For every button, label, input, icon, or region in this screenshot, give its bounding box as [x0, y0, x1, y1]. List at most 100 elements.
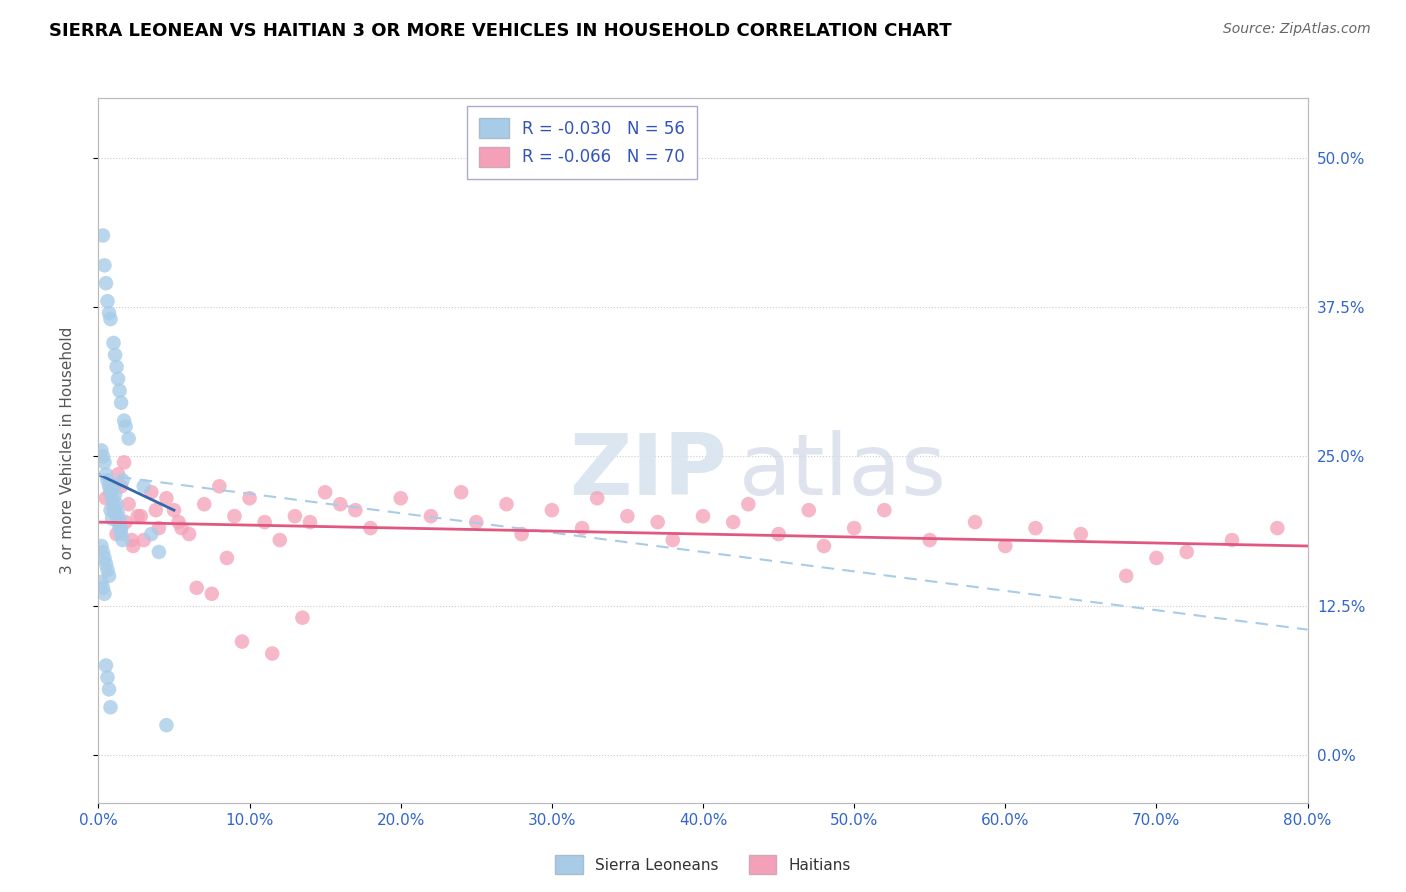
Point — [239, 491, 262, 506]
Point — [105, 527, 128, 541]
Point — [495, 497, 517, 511]
Point — [661, 533, 683, 547]
Point — [100, 312, 122, 326]
Point — [284, 509, 307, 524]
Point — [141, 527, 163, 541]
Point — [616, 509, 638, 524]
Point — [101, 491, 124, 506]
Point — [108, 521, 131, 535]
Point — [1115, 569, 1137, 583]
Point — [96, 670, 118, 684]
Point — [103, 335, 125, 350]
Point — [96, 294, 118, 309]
Point — [91, 228, 114, 243]
Point — [420, 509, 443, 524]
Point — [100, 503, 122, 517]
Point — [110, 479, 132, 493]
Point — [112, 455, 135, 469]
Point — [111, 533, 134, 547]
Point — [231, 634, 253, 648]
Point — [314, 485, 336, 500]
Point — [586, 491, 609, 506]
Point — [94, 467, 117, 482]
Point — [91, 450, 114, 464]
Point — [107, 515, 129, 529]
Point — [201, 587, 224, 601]
Point — [110, 395, 132, 409]
Point — [1175, 545, 1198, 559]
Point — [90, 574, 112, 589]
Point — [118, 497, 141, 511]
Point — [104, 503, 127, 517]
Point — [1024, 521, 1046, 535]
Point — [112, 414, 135, 428]
Legend: R = -0.030   N = 56, R = -0.066   N = 70: R = -0.030 N = 56, R = -0.066 N = 70 — [467, 106, 697, 178]
Point — [737, 497, 759, 511]
Point — [91, 581, 114, 595]
Point — [450, 485, 472, 500]
Point — [98, 479, 121, 493]
Point — [186, 581, 208, 595]
Point — [93, 455, 115, 469]
Point — [1146, 551, 1168, 566]
Point — [103, 497, 125, 511]
Point — [114, 419, 136, 434]
Point — [94, 491, 117, 506]
Point — [540, 503, 562, 517]
Point — [132, 479, 155, 493]
Point — [797, 503, 820, 517]
Point — [127, 509, 149, 524]
Point — [94, 557, 117, 571]
Point — [291, 610, 314, 624]
Point — [132, 533, 155, 547]
Point — [215, 551, 238, 566]
Point — [510, 527, 533, 541]
Point — [98, 682, 121, 697]
Point — [918, 533, 941, 547]
Point — [93, 587, 115, 601]
Point — [299, 515, 322, 529]
Point — [360, 521, 382, 535]
Point — [103, 503, 125, 517]
Point — [873, 503, 896, 517]
Point — [262, 647, 284, 661]
Point — [269, 533, 291, 547]
Point — [1267, 521, 1289, 535]
Point — [129, 509, 152, 524]
Point — [208, 479, 231, 493]
Point — [108, 514, 131, 528]
Point — [193, 497, 215, 511]
Point — [94, 277, 117, 291]
Point — [122, 539, 145, 553]
Point — [465, 515, 488, 529]
Point — [101, 511, 124, 525]
Point — [91, 545, 114, 559]
Point — [329, 497, 352, 511]
Point — [344, 503, 367, 517]
Point — [1070, 527, 1092, 541]
Point — [94, 658, 117, 673]
Point — [167, 515, 190, 529]
Point — [100, 700, 122, 714]
Point — [104, 348, 127, 362]
Point — [1220, 533, 1243, 547]
Point — [114, 515, 136, 529]
Point — [224, 509, 246, 524]
Point — [90, 539, 112, 553]
Point — [965, 515, 987, 529]
Point — [107, 467, 129, 482]
Point — [148, 545, 170, 559]
Point — [105, 359, 128, 374]
Point — [110, 527, 132, 541]
Point — [111, 473, 134, 487]
Point — [813, 539, 835, 553]
Text: ZIP: ZIP — [569, 430, 727, 513]
Point — [103, 479, 125, 493]
Point — [90, 443, 112, 458]
Point — [96, 473, 118, 487]
Point — [96, 563, 118, 577]
Text: atlas: atlas — [740, 430, 948, 513]
Y-axis label: 3 or more Vehicles in Household: 3 or more Vehicles in Household — [60, 326, 75, 574]
Point — [170, 521, 193, 535]
Point — [93, 258, 115, 272]
